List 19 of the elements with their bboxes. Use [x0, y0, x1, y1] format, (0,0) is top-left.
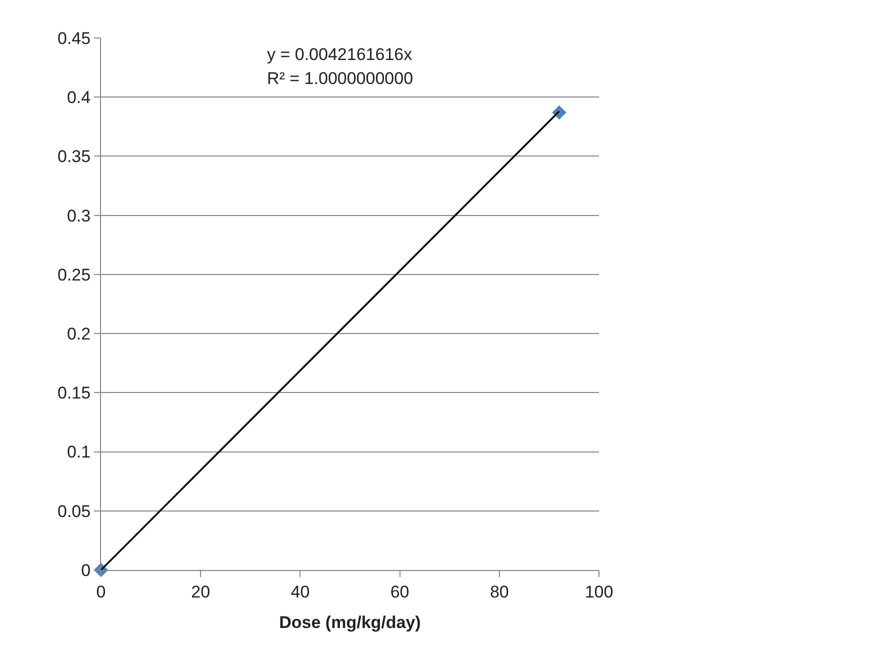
y-tick-label: 0.45 — [58, 28, 91, 48]
y-tick-label: 0.05 — [58, 502, 91, 521]
y-tick-label: 0.3 — [66, 206, 91, 226]
x-tick-label: 80 — [490, 582, 509, 602]
annotation: R² = 1.0000000000 — [267, 69, 414, 88]
y-tick-label: 0.15 — [58, 384, 91, 403]
y-tick-label: 0.4 — [66, 88, 91, 108]
x-tick-label: 60 — [390, 582, 410, 602]
x-tick-label: 20 — [191, 582, 210, 602]
annotation: y = 0.0042161616x — [267, 45, 413, 64]
x-tick-label: 40 — [290, 582, 310, 602]
x-axis-title: Dose (mg/kg/day) — [279, 612, 421, 632]
y-tick-label: 0.35 — [58, 147, 91, 166]
y-tick-label: 0 — [81, 560, 91, 580]
y-tick-label: 0.2 — [66, 324, 91, 344]
x-tick-label: 0 — [96, 582, 106, 602]
y-tick-label: 0.25 — [58, 265, 91, 284]
y-tick-label: 0.1 — [66, 442, 91, 462]
x-tick-label: 100 — [584, 582, 614, 602]
